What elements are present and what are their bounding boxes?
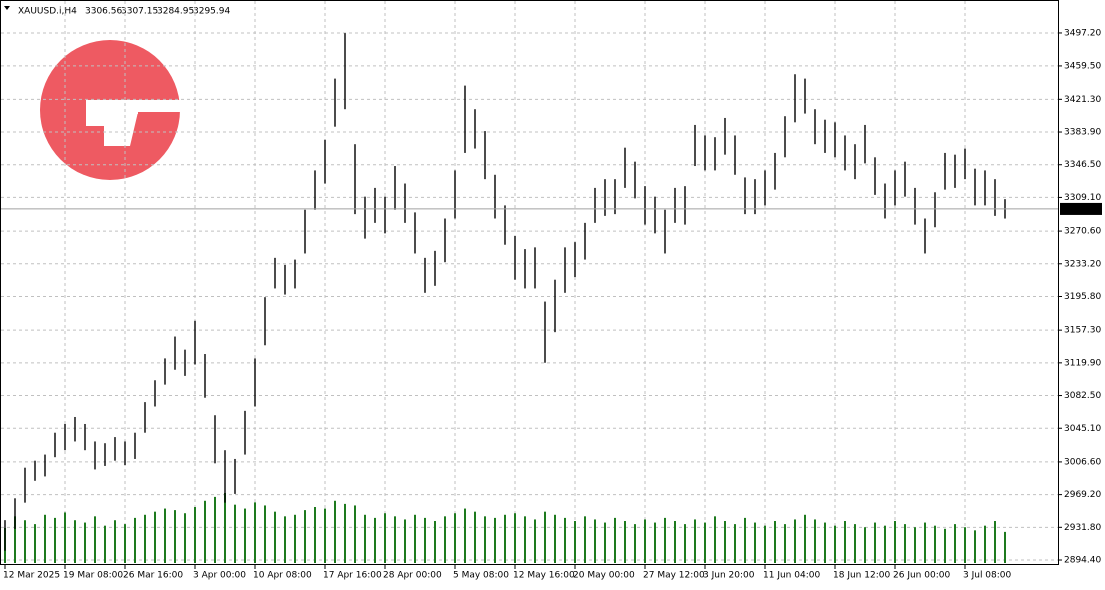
y-tick-label: 2969.20 <box>1064 490 1101 500</box>
header-price: 3307.15 <box>121 7 158 17</box>
header-price: 3306.56 <box>85 7 122 17</box>
y-tick-label: 3082.50 <box>1064 391 1101 401</box>
x-tick-label: 3 Jun 20:00 <box>703 571 755 581</box>
x-tick-label: 19 Mar 08:00 <box>63 571 123 581</box>
y-tick-label: 3233.20 <box>1064 259 1101 269</box>
x-tick-label: 5 May 08:00 <box>453 571 509 581</box>
y-tick-label: 3157.30 <box>1064 326 1101 336</box>
x-tick-label: 27 May 12:00 <box>643 571 705 581</box>
header-price: 3295.94 <box>193 7 230 17</box>
y-tick-label: 3383.90 <box>1064 128 1101 138</box>
y-tick-label: 3346.50 <box>1064 160 1101 170</box>
menu-arrow[interactable] <box>4 6 10 10</box>
x-tick-label: 10 Apr 08:00 <box>253 571 312 581</box>
y-tick-label: 3309.10 <box>1064 193 1101 203</box>
y-tick-label: 2894.40 <box>1064 556 1101 566</box>
y-tick-label: 2931.80 <box>1064 523 1101 533</box>
logo <box>40 40 180 180</box>
x-tick-label: 3 Apr 00:00 <box>193 571 246 581</box>
x-tick-label: 11 Jun 04:00 <box>763 571 820 581</box>
x-tick-label: 26 Jun 00:00 <box>893 571 950 581</box>
y-tick-label: 3270.60 <box>1064 227 1101 237</box>
y-tick-label: 3459.50 <box>1064 61 1101 71</box>
y-tick-label: 3045.10 <box>1064 424 1101 434</box>
x-tick-label: 28 Apr 00:00 <box>383 571 442 581</box>
y-tick-label: 3119.90 <box>1064 358 1101 368</box>
y-tick-label: 3195.80 <box>1064 292 1101 302</box>
x-tick-label: 26 Mar 16:00 <box>123 571 183 581</box>
y-tick-label: 3006.60 <box>1064 457 1101 467</box>
y-tick-label: 3421.30 <box>1064 95 1101 105</box>
x-tick-label: 12 May 16:00 <box>513 571 575 581</box>
x-tick-label: 17 Apr 16:00 <box>323 571 382 581</box>
x-tick-label: 20 May 00:00 <box>573 571 635 581</box>
x-tick-label: 3 Jul 08:00 <box>963 571 1012 581</box>
x-tick-label: 12 Mar 2025 <box>3 571 60 581</box>
last-price-label: 3295.94 <box>1063 204 1100 214</box>
header-price: 3284.95 <box>157 7 194 17</box>
last-price-tag <box>1060 202 1102 215</box>
symbol: XAUUSD.i,H4 <box>18 7 77 17</box>
x-tick-label: 18 Jun 12:00 <box>833 571 890 581</box>
y-tick-label: 3497.20 <box>1064 28 1101 38</box>
